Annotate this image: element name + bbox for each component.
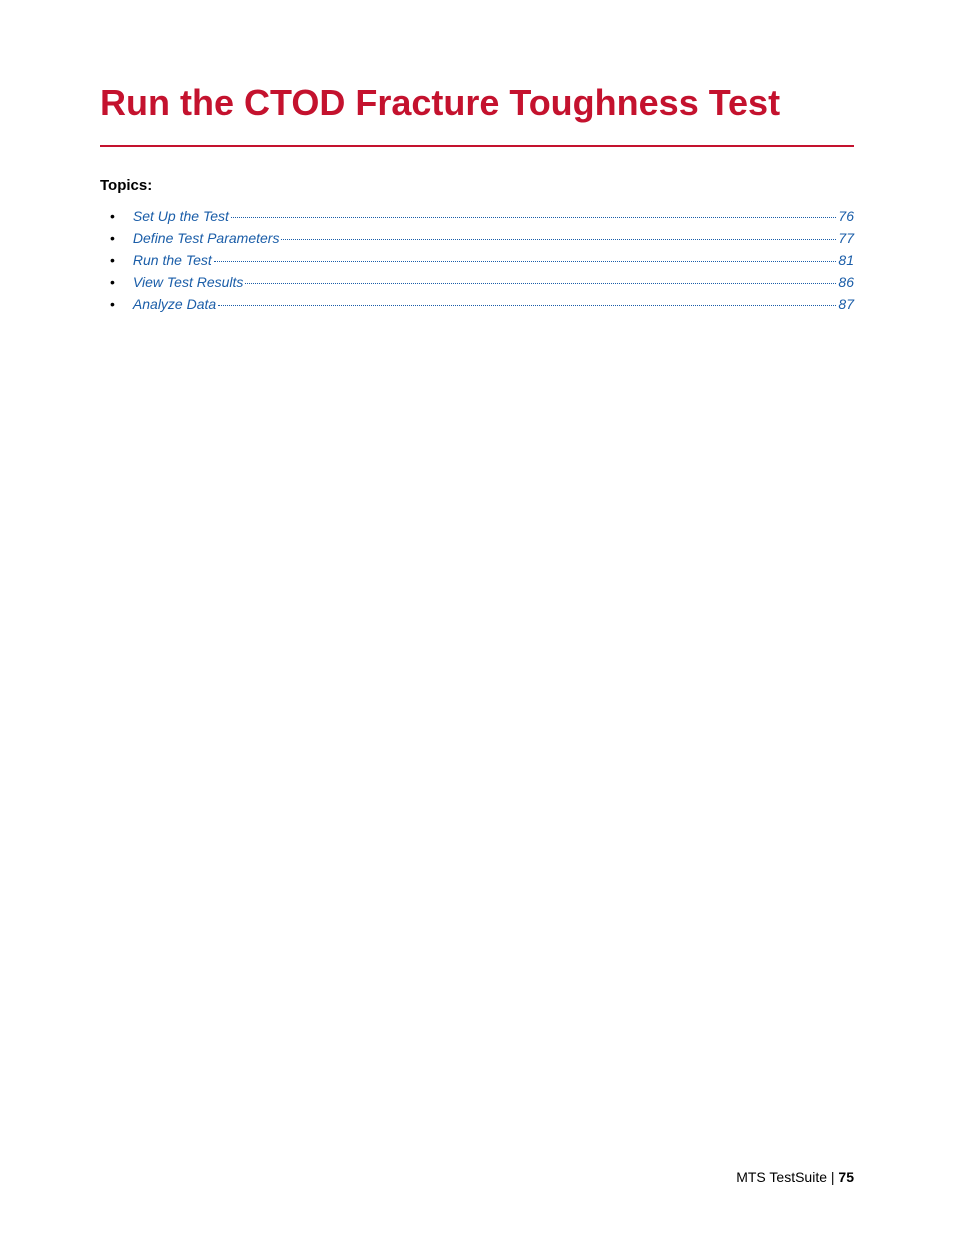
toc-page-number[interactable]: 76 — [838, 208, 854, 224]
page-footer: MTS TestSuite | 75 — [736, 1169, 854, 1185]
toc-list: • Set Up the Test 76 • Define Test Param… — [100, 208, 854, 312]
toc-page-number[interactable]: 86 — [838, 274, 854, 290]
toc-item: • Run the Test 81 — [100, 252, 854, 268]
toc-link-define-parameters[interactable]: Define Test Parameters — [133, 230, 280, 246]
footer-product: MTS TestSuite — [736, 1169, 827, 1185]
bullet-icon: • — [110, 296, 115, 312]
toc-item: • Define Test Parameters 77 — [100, 230, 854, 246]
toc-link-analyze-data[interactable]: Analyze Data — [133, 296, 216, 312]
toc-item: • Set Up the Test 76 — [100, 208, 854, 224]
footer-page-number: 75 — [838, 1169, 854, 1185]
bullet-icon: • — [110, 252, 115, 268]
toc-leader-dots — [281, 239, 836, 240]
toc-leader-dots — [231, 217, 837, 218]
bullet-icon: • — [110, 274, 115, 290]
toc-page-number[interactable]: 77 — [838, 230, 854, 246]
toc-page-number[interactable]: 81 — [838, 252, 854, 268]
toc-link-run-test[interactable]: Run the Test — [133, 252, 212, 268]
toc-item: • Analyze Data 87 — [100, 296, 854, 312]
toc-leader-dots — [245, 283, 836, 284]
toc-leader-dots — [218, 305, 836, 306]
bullet-icon: • — [110, 208, 115, 224]
footer-separator: | — [827, 1169, 838, 1185]
toc-leader-dots — [214, 261, 837, 262]
topics-label: Topics: — [100, 177, 854, 194]
toc-item: • View Test Results 86 — [100, 274, 854, 290]
page-title: Run the CTOD Fracture Toughness Test — [100, 80, 854, 127]
toc-link-view-results[interactable]: View Test Results — [133, 274, 244, 290]
title-underline — [100, 145, 854, 147]
toc-page-number[interactable]: 87 — [838, 296, 854, 312]
bullet-icon: • — [110, 230, 115, 246]
toc-link-set-up-test[interactable]: Set Up the Test — [133, 208, 229, 224]
